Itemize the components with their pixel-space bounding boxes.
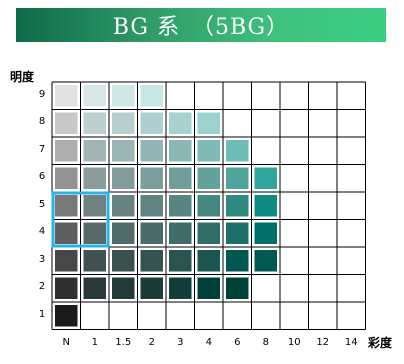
y-tick-label: 7 xyxy=(38,143,46,155)
page-title: BG 系 （5BG） xyxy=(112,15,290,40)
color-swatch xyxy=(55,277,78,299)
color-swatch xyxy=(83,222,106,244)
y-tick-label: 5 xyxy=(38,198,46,210)
x-tick-label: 2 xyxy=(148,336,155,348)
x-tick-label: 6 xyxy=(234,336,241,348)
color-swatch xyxy=(140,222,163,244)
color-swatch xyxy=(169,167,192,189)
x-tick-label: N xyxy=(62,336,70,348)
y-axis-title: 明度 xyxy=(10,70,35,84)
color-swatch xyxy=(55,167,78,189)
color-swatch xyxy=(112,195,135,217)
color-swatch xyxy=(169,112,192,134)
color-swatch xyxy=(169,222,192,244)
color-swatch xyxy=(197,195,220,217)
color-swatch xyxy=(83,140,106,162)
color-swatch xyxy=(55,250,78,272)
y-tick-label: 6 xyxy=(38,171,46,183)
color-swatch xyxy=(226,277,249,299)
y-tick-label: 8 xyxy=(38,116,46,128)
color-swatch xyxy=(226,140,249,162)
color-swatch xyxy=(197,277,220,299)
color-swatch xyxy=(83,167,106,189)
x-tick-label: 12 xyxy=(316,336,330,348)
x-tick-label: 3 xyxy=(177,336,184,348)
color-swatch xyxy=(83,277,106,299)
x-tick-label: 10 xyxy=(287,336,301,348)
color-swatch xyxy=(140,195,163,217)
color-swatch xyxy=(197,167,220,189)
color-swatch xyxy=(83,112,106,134)
color-swatch xyxy=(169,277,192,299)
color-swatch xyxy=(112,222,135,244)
color-swatch xyxy=(169,140,192,162)
color-swatch xyxy=(55,195,78,217)
color-swatch xyxy=(55,305,78,327)
color-swatch xyxy=(197,112,220,134)
x-tick-label: 1.5 xyxy=(115,336,132,348)
color-swatch xyxy=(83,250,106,272)
color-swatch xyxy=(226,250,249,272)
color-swatch xyxy=(55,112,78,134)
color-swatch xyxy=(112,167,135,189)
x-tick-label: 4 xyxy=(205,336,212,348)
color-swatch xyxy=(140,112,163,134)
color-swatch xyxy=(254,195,277,217)
x-axis-title: 彩度 xyxy=(368,336,393,350)
color-swatch xyxy=(55,85,78,107)
y-tick-label: 1 xyxy=(38,308,46,320)
color-swatch xyxy=(169,250,192,272)
color-swatch xyxy=(226,167,249,189)
color-swatch xyxy=(254,250,277,272)
y-tick-label: 3 xyxy=(38,253,46,265)
color-swatch xyxy=(112,250,135,272)
color-swatch xyxy=(197,250,220,272)
color-swatch xyxy=(140,167,163,189)
x-tick-label: 1 xyxy=(91,336,98,348)
color-swatch xyxy=(55,140,78,162)
color-swatch xyxy=(140,250,163,272)
color-swatch xyxy=(197,222,220,244)
x-tick-label: 8 xyxy=(262,336,269,348)
color-swatch xyxy=(226,195,249,217)
color-swatch xyxy=(226,222,249,244)
color-swatch xyxy=(112,112,135,134)
color-swatch xyxy=(83,85,106,107)
y-tick-label: 9 xyxy=(38,88,46,100)
color-swatch xyxy=(197,140,220,162)
color-swatch xyxy=(140,277,163,299)
color-swatch xyxy=(254,222,277,244)
color-swatch xyxy=(83,195,106,217)
color-swatch xyxy=(112,277,135,299)
color-swatch xyxy=(169,195,192,217)
color-swatch xyxy=(254,167,277,189)
title-banner: BG 系 （5BG） xyxy=(16,8,386,42)
highlight-frame xyxy=(51,191,110,248)
y-tick-label: 4 xyxy=(38,226,46,238)
x-tick-label: 14 xyxy=(344,336,358,348)
color-swatch xyxy=(112,140,135,162)
color-swatch xyxy=(140,140,163,162)
color-swatch xyxy=(55,222,78,244)
color-swatch xyxy=(112,85,135,107)
y-tick-label: 2 xyxy=(38,281,46,293)
color-swatch xyxy=(140,85,163,107)
